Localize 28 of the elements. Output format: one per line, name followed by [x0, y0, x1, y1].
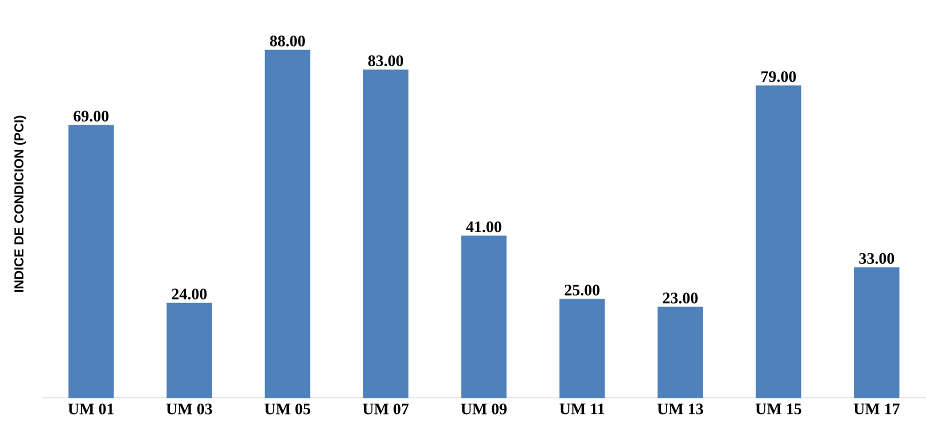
data-label: 33.00	[859, 253, 894, 264]
x-tick-label: UM 07	[362, 404, 409, 414]
bar	[756, 85, 802, 398]
x-tick-label: UM 09	[460, 404, 507, 414]
data-label: 23.00	[662, 292, 698, 304]
x-tick-label: UM 13	[657, 404, 704, 414]
x-tick-label: UM 15	[756, 404, 802, 414]
x-tick-label: UM 01	[68, 404, 114, 414]
data-label: 41.00	[466, 221, 502, 232]
bar	[559, 298, 605, 398]
bar	[264, 50, 310, 398]
data-label: 88.00	[270, 36, 305, 47]
bar	[68, 124, 114, 398]
y-axis-title: INDICE DE CONDICION (PCI)	[14, 116, 26, 292]
bar	[461, 236, 507, 398]
data-label: 83.00	[368, 55, 404, 66]
data-label: 69.00	[74, 110, 108, 122]
bar	[854, 267, 900, 398]
x-tick-label: UM 03	[166, 404, 212, 414]
x-tick-label: UM 05	[264, 404, 310, 414]
bar	[363, 70, 408, 398]
bar	[658, 306, 703, 398]
data-label: 79.00	[761, 71, 796, 82]
data-label: 24.00	[172, 288, 207, 300]
data-label: 25.00	[564, 284, 600, 296]
x-tick-label: UM 11	[560, 404, 604, 414]
bar	[166, 302, 212, 398]
x-tick-label: UM 17	[854, 404, 900, 414]
